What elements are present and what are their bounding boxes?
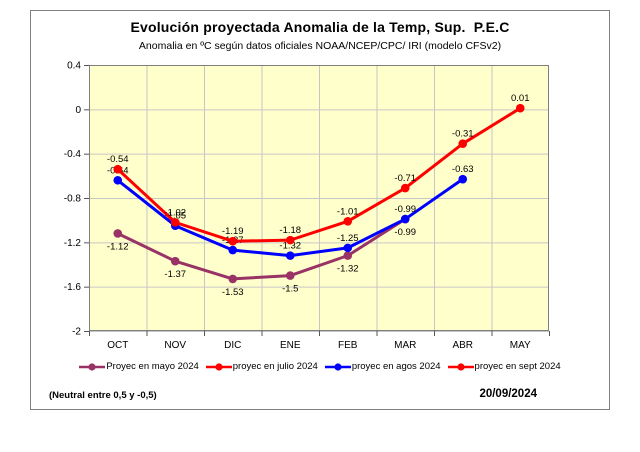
- legend: Proyec en mayo 2024 proyec en julio 2024 p…: [31, 361, 609, 372]
- data-label: -1.02: [164, 207, 186, 218]
- data-label: -1.37: [164, 269, 186, 280]
- y-tick-label: 0.4: [67, 61, 81, 72]
- data-point: [228, 274, 238, 284]
- legend-item-proyec-en-mayo-2024: Proyec en mayo 2024: [79, 361, 199, 372]
- data-label: -0.54: [107, 154, 129, 165]
- data-label: -1.25: [337, 233, 359, 244]
- data-point: [170, 218, 180, 227]
- data-label: -0.99: [394, 227, 416, 238]
- data-point: [343, 216, 353, 226]
- data-label: 0.01: [511, 93, 530, 104]
- data-label: -1.01: [337, 206, 359, 217]
- data-point: [343, 251, 353, 260]
- data-point: [170, 256, 180, 266]
- data-label: -1.19: [222, 226, 244, 237]
- data-point: [285, 251, 295, 260]
- y-tick-label: -0.8: [64, 194, 82, 205]
- data-label: -1.32: [279, 241, 301, 252]
- data-label: -0.71: [394, 173, 416, 184]
- data-point: [400, 183, 410, 193]
- data-point: [515, 103, 525, 113]
- data-label: -0.99: [394, 204, 416, 215]
- series-proyec-en-mayo-2024: -1.12 -1.37 -1.53 -1.5 -1.32 -0.99: [107, 214, 416, 298]
- data-point: [400, 214, 410, 224]
- y-tick-label: 0: [75, 105, 81, 116]
- legend-marker-icon: [324, 362, 351, 371]
- y-tick-label: -1.6: [64, 282, 82, 293]
- series-line: [116, 106, 522, 243]
- legend-marker-icon: [447, 362, 474, 371]
- data-label: -1.05: [164, 211, 186, 222]
- data-point: [113, 175, 123, 185]
- y-tick-label: -1.2: [64, 238, 82, 249]
- data-point: [113, 229, 123, 238]
- chart-title: Evolución proyectada Anomalia de la Temp…: [130, 19, 510, 35]
- data-point: [458, 174, 468, 184]
- legend-item-proyec-en-agos-2024: proyec en agos 2024: [324, 361, 441, 372]
- data-labels: -1.12 -1.37 -1.53 -1.5 -1.32 -0.99: [107, 227, 416, 298]
- axis-ticks: [84, 65, 550, 336]
- plot-border: [89, 65, 549, 331]
- chart-subtitle: Anomalia en ºC según datos oficiales NOA…: [138, 40, 502, 52]
- series-proyec-en-sept-2024: -0.54 -1.02 -1.19 -1.18 -1.01 -0.71 -0.31 0.01: [107, 93, 530, 246]
- chart-date: 20/09/2024: [479, 388, 537, 400]
- data-label: -1.18: [279, 225, 301, 236]
- data-point: [113, 164, 123, 174]
- axis-labels: 0.4 0 -0.4 -0.8 -1.2 -1.6 -2 OCT NOV DIC ENE FEB MAR…: [64, 61, 531, 352]
- chart-frame: 0.4 0 -0.4 -0.8 -1.2 -1.6 -2 OCT NOV DIC ENE FEB MAR…: [30, 10, 610, 410]
- y-tick-label: -2: [72, 327, 81, 338]
- legend-label: Proyec en mayo 2024: [106, 361, 199, 372]
- legend-marker-icon: [205, 362, 232, 371]
- data-label: -1.5: [282, 284, 298, 295]
- data-point: [343, 243, 353, 253]
- x-tick-label: MAR: [394, 340, 416, 351]
- data-point: [285, 235, 295, 245]
- plot-area: 0.4 0 -0.4 -0.8 -1.2 -1.6 -2 OCT NOV DIC ENE FEB MAR…: [64, 61, 550, 352]
- gridlines: [89, 65, 549, 332]
- legend-item-proyec-en-sept-2024: proyec en sept 2024: [447, 361, 561, 372]
- legend-label: proyec en agos 2024: [351, 361, 441, 372]
- data-label: -1.32: [337, 264, 359, 275]
- x-tick-label: NOV: [164, 340, 186, 351]
- data-point: [228, 236, 238, 246]
- data-point: [228, 245, 238, 255]
- data-point: [285, 271, 295, 280]
- x-tick-label: DIC: [224, 340, 241, 351]
- legend-label: proyec en julio 2024: [232, 361, 318, 372]
- x-tick-label: ABR: [452, 340, 473, 351]
- legend-item-proyec-en-julio-2024: proyec en julio 2024: [205, 361, 318, 372]
- data-point: [458, 139, 468, 148]
- x-tick-label: FEB: [338, 340, 358, 351]
- x-tick-label: ENE: [280, 340, 301, 351]
- data-label: -1.12: [107, 241, 129, 252]
- x-tick-label: MAY: [510, 340, 531, 351]
- legend-marker-icon: [79, 362, 106, 371]
- data-label: -1.53: [222, 287, 244, 298]
- data-label: -0.31: [452, 129, 474, 140]
- x-tick-label: OCT: [107, 340, 128, 351]
- series-line: [117, 217, 407, 281]
- neutral-range-note: (Neutral entre 0,5 y -0,5): [49, 390, 157, 401]
- legend-label: proyec en sept 2024: [474, 361, 561, 372]
- data-labels: -0.54 -1.02 -1.19 -1.18 -1.01 -0.71 -0.31 0.01: [107, 93, 530, 237]
- y-tick-label: -0.4: [64, 149, 82, 160]
- data-label: -0.63: [452, 164, 474, 175]
